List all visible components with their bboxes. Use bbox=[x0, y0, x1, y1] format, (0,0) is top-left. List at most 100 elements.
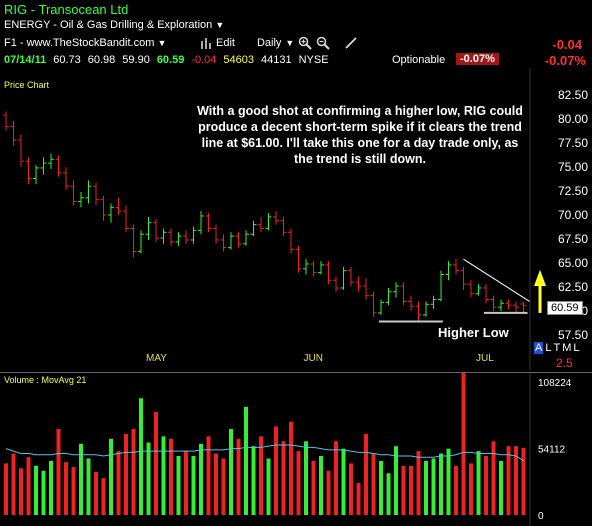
sector-chevron-down-icon[interactable]: ▼ bbox=[215, 20, 225, 30]
side-letter-l2[interactable]: L bbox=[573, 342, 580, 354]
ohlc-bar bbox=[18, 134, 24, 167]
zoom-out-icon[interactable] bbox=[316, 36, 331, 50]
quote-date: 07/14/11 bbox=[4, 54, 47, 66]
ohlc-bar bbox=[340, 266, 347, 290]
volume-bar bbox=[521, 447, 526, 515]
side-letter-m[interactable]: M bbox=[562, 342, 572, 354]
ohlc-bar bbox=[288, 228, 294, 254]
ohlc-bar bbox=[468, 280, 474, 298]
quote-exchange: NYSE bbox=[298, 54, 329, 66]
sector-selector[interactable]: ENERGY - Oil & Gas Drilling & Exploratio… bbox=[4, 19, 224, 31]
ohlc-bar bbox=[475, 284, 482, 296]
ohlc-bar bbox=[78, 191, 84, 208]
volume-bar bbox=[461, 373, 466, 515]
company-name: Transocean Ltd bbox=[38, 2, 129, 17]
source-label: F1 - www.TheStockBandit.com bbox=[4, 37, 155, 49]
volume-bar bbox=[19, 468, 23, 515]
volume-bar bbox=[371, 453, 376, 515]
volume-bar bbox=[79, 443, 83, 515]
quote-low: 59.90 bbox=[122, 54, 150, 66]
volume-bar bbox=[11, 453, 16, 515]
volume-bar bbox=[86, 458, 91, 515]
side-value: 2.5 bbox=[556, 356, 573, 370]
ticker-symbol[interactable]: RIG bbox=[4, 2, 28, 17]
title-bar: RIG - Transocean Ltd bbox=[4, 2, 128, 17]
panel-divider[interactable] bbox=[0, 372, 592, 373]
ohlc-bar bbox=[3, 111, 9, 131]
ohlc-bar bbox=[220, 234, 227, 252]
ohlc-bar bbox=[310, 261, 317, 277]
volume-ytick-label: 54112 bbox=[538, 445, 566, 456]
volume-bar bbox=[274, 426, 278, 515]
ohlc-bar bbox=[130, 224, 137, 258]
ohlc-bar bbox=[55, 155, 62, 177]
volume-moving-average-line bbox=[5, 444, 524, 462]
ohlc-bar bbox=[40, 157, 47, 175]
ohlc-bar bbox=[33, 165, 39, 185]
volume-bar bbox=[131, 428, 136, 515]
volume-bar bbox=[424, 460, 428, 515]
ohlc-bar bbox=[378, 299, 384, 315]
ohlc-bar bbox=[63, 167, 69, 191]
ohlc-bar bbox=[520, 301, 527, 312]
period-selector[interactable]: Daily bbox=[256, 37, 282, 49]
volume-bar bbox=[191, 456, 196, 515]
ohlc-bar bbox=[160, 228, 167, 244]
ohlc-bar bbox=[145, 216, 152, 240]
ohlc-bar bbox=[93, 182, 99, 206]
quote-high: 60.98 bbox=[87, 54, 116, 66]
volume-bar bbox=[146, 442, 151, 515]
ohlc-bar bbox=[445, 261, 452, 281]
ohlc-bar bbox=[153, 218, 159, 242]
ohlc-bar bbox=[48, 153, 54, 169]
volume-bar bbox=[394, 446, 398, 515]
price-ytick-label: 62.50 bbox=[558, 280, 588, 294]
ohlc-bar bbox=[168, 228, 174, 246]
ohlc-bar bbox=[265, 213, 272, 231]
volume-bar bbox=[296, 451, 301, 515]
ohlc-bar bbox=[138, 230, 144, 254]
ohlc-bar bbox=[280, 216, 287, 237]
quote-open: 60.73 bbox=[53, 54, 81, 66]
ohlc-bar bbox=[453, 259, 459, 275]
change-top: -0.04 bbox=[552, 37, 582, 52]
period-chevron-down-icon[interactable]: ▼ bbox=[285, 38, 295, 48]
volume-bar bbox=[476, 451, 481, 515]
volume-bar bbox=[311, 460, 316, 515]
ohlc-bar bbox=[498, 299, 504, 311]
source-chevron-down-icon[interactable]: ▼ bbox=[157, 38, 167, 48]
ohlc-bar bbox=[190, 226, 197, 244]
ohlc-bar bbox=[408, 295, 414, 311]
volume-bar bbox=[124, 433, 128, 515]
breakout-arrow-head bbox=[534, 269, 546, 287]
draw-pen-icon[interactable] bbox=[344, 36, 358, 50]
ohlc-bar bbox=[318, 261, 324, 275]
side-letter-a[interactable]: A bbox=[534, 342, 544, 354]
volume-bar bbox=[409, 465, 413, 515]
side-letter-l[interactable]: L bbox=[545, 342, 552, 354]
volume-bar bbox=[514, 446, 518, 515]
last-price-tag: 60.59 bbox=[547, 301, 583, 315]
ohlc-bar bbox=[295, 245, 302, 273]
price-ytick-label: 75.00 bbox=[558, 160, 588, 174]
bars-icon[interactable] bbox=[200, 37, 212, 49]
side-letter-t[interactable]: T bbox=[553, 342, 561, 354]
volume-bar bbox=[139, 398, 143, 515]
source-selector[interactable]: F1 - www.TheStockBandit.com ▼ bbox=[4, 37, 166, 49]
edit-button[interactable]: Edit bbox=[216, 37, 235, 49]
volume-bar bbox=[484, 456, 488, 515]
zoom-in-icon[interactable] bbox=[298, 36, 313, 50]
ohlc-bar bbox=[10, 120, 17, 146]
month-label: JUN bbox=[304, 353, 323, 364]
volume-bar bbox=[56, 428, 61, 515]
ohlc-bar bbox=[393, 282, 399, 298]
downtrend-line bbox=[463, 258, 530, 302]
quote-close: 60.59 bbox=[156, 54, 185, 66]
ohlc-bar bbox=[70, 180, 77, 206]
ohlc-bar bbox=[400, 282, 407, 306]
ohlc-bar bbox=[325, 261, 332, 285]
ohlc-bar bbox=[213, 224, 219, 244]
volume-bar bbox=[341, 448, 346, 515]
volume-bar bbox=[49, 460, 53, 515]
ohlc-bar bbox=[505, 299, 512, 310]
